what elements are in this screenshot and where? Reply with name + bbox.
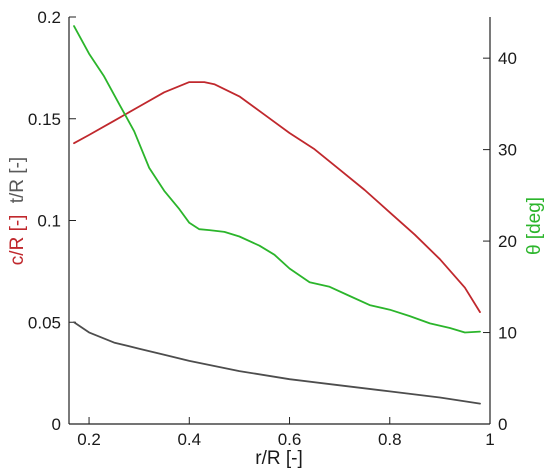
left-y-tick-label: 0 (52, 415, 61, 434)
chord-line (73, 81, 481, 314)
left-y-axis-title-part-t: t/R [-] (7, 157, 28, 203)
right-y-tick-label: 10 (498, 324, 517, 343)
right-y-tick-label: 0 (498, 415, 507, 434)
right-y-axis-ticks: 0 10 20 30 40 (483, 49, 517, 434)
thickness-line (73, 321, 481, 405)
right-y-axis-title: θ [deg] (524, 197, 545, 255)
twist-angle-line (73, 25, 481, 334)
x-axis-ticks: 0.2 0.4 0.6 0.8 1 (77, 417, 495, 449)
left-y-tick-label: 0.05 (28, 313, 61, 332)
right-y-tick-label: 40 (498, 49, 517, 68)
series-lines (73, 25, 481, 405)
x-tick-label: 0.8 (378, 430, 402, 449)
x-tick-label: 0.4 (177, 430, 201, 449)
left-y-tick-label: 0.1 (37, 212, 61, 231)
right-y-tick-label: 20 (498, 232, 517, 251)
x-tick-label: 0.6 (278, 430, 302, 449)
x-tick-label: 1 (485, 430, 494, 449)
left-y-axis-ticks: 0 0.05 0.1 0.15 0.2 (28, 8, 76, 434)
left-y-axis-title: c/R [-] t/R [-] (7, 157, 28, 265)
left-y-tick-label: 0.2 (37, 8, 61, 27)
left-y-axis-title-part-c: c/R [-] (7, 215, 28, 266)
x-tick-label: 0.2 (77, 430, 101, 449)
x-axis-title: r/R [-] (255, 448, 303, 469)
right-y-tick-label: 30 (498, 141, 517, 160)
plot-frame (68, 17, 491, 425)
left-y-tick-label: 0.15 (28, 110, 61, 129)
